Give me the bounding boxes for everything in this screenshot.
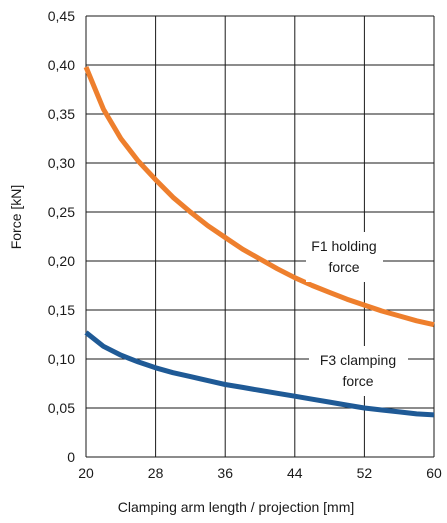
x-tick-label: 60: [426, 465, 442, 481]
y-tick-label: 0,30: [48, 155, 75, 171]
tick-labels: 0 0,05 0,10 0,15 0,20 0,25 0,30 0,35 0,40 0,45 20 2…: [48, 8, 442, 481]
y-tick-label: 0,35: [48, 106, 75, 122]
y-tick-label: 0: [67, 449, 75, 465]
y-tick-label: 0,20: [48, 253, 75, 269]
annotations: F1 holding force F3 clamping force: [306, 232, 408, 396]
y-tick-label: 0,10: [48, 351, 75, 367]
y-tick-label: 0,05: [48, 400, 75, 416]
annotation-label: F3 clamping: [320, 352, 396, 368]
x-tick-label: 44: [287, 465, 303, 481]
series-line-0: [83, 66, 435, 328]
x-tick-label: 28: [148, 465, 164, 481]
annotation-label: force: [342, 373, 373, 389]
y-tick-label: 0,25: [48, 204, 75, 220]
x-tick-label: 52: [357, 465, 373, 481]
x-axis-title: Clamping arm length / projection [mm]: [118, 499, 355, 515]
x-tick-label: 36: [217, 465, 233, 481]
annotation-bg: [309, 346, 408, 396]
series-layer: [83, 66, 435, 418]
y-tick-label: 0,15: [48, 302, 75, 318]
annotation-label: F1 holding: [311, 238, 376, 254]
y-tick-label: 0,45: [48, 8, 75, 24]
y-tick-label: 0,40: [48, 57, 75, 73]
y-axis-title: Force [kN]: [8, 185, 24, 250]
series-line-1: [84, 330, 435, 418]
annotation-bg: [306, 232, 383, 282]
x-tick-label: 20: [78, 465, 94, 481]
annotation-label: force: [328, 259, 359, 275]
